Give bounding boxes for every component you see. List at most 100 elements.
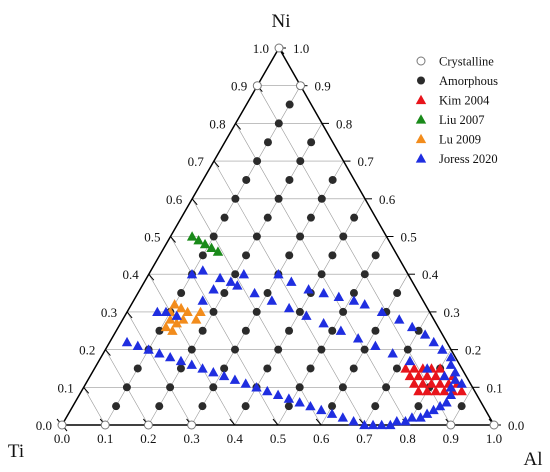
amorphous-point [263,289,272,298]
joress-2020-point [152,306,163,317]
crystalline-point [274,43,284,53]
amorphous-point [295,307,304,316]
amorphous-point [295,383,304,392]
joress-2020-point [238,269,250,279]
joress-2020-point [249,287,260,298]
lu-2009-point [191,314,202,324]
legend-label-kim-2004: Kim 2004 [439,94,490,108]
left-tick-label: 0.3 [101,305,117,320]
joress-2020-point [421,408,433,418]
amorphous-point [198,402,207,411]
amorphous-point [284,402,293,411]
crystalline-point [100,420,110,430]
lu-2009-point [178,314,189,324]
joress-2020-point [437,344,448,354]
kim-2004-point [439,385,450,396]
left-tick-mark [235,123,241,130]
amorphous-point [414,402,423,411]
left-tick-mark [105,349,111,356]
data-points [57,43,499,430]
bottom-tick-label: 0.1 [97,431,113,446]
liu-2007-point [199,238,211,249]
right-tick-label: 0.4 [422,267,439,282]
joress-2020-point [305,400,316,411]
joress-2020-point [251,382,262,392]
joress-2020-point [445,351,457,362]
amorphous-point [176,364,185,373]
grid-line-ti [126,311,192,426]
right-tick-label: 0.3 [444,305,460,320]
amorphous-point [306,213,315,222]
amorphous-point [241,326,250,335]
left-tick-label: 0.1 [57,380,73,395]
joress-2020-point [240,378,251,388]
joress-2020-point [359,419,370,430]
joress-2020-point [164,351,176,362]
amorphous-point [328,251,337,260]
amorphous-point [328,326,337,335]
left-tick-label: 0.6 [166,192,183,207]
joress-2020-point [337,412,349,422]
joress-2020-point [450,374,461,384]
joress-2020-point [175,355,187,366]
kim-2004-point [430,370,442,381]
left-tick-label: 0.7 [188,154,205,169]
bottom-tick-label: 0.2 [140,431,156,446]
kim-2004-point [404,370,416,381]
legend-label-joress-2020: Joress 2020 [439,152,498,166]
joress-2020-point [376,419,387,430]
joress-2020-point [197,363,208,373]
liu-2007-point [212,246,224,256]
amorphous-point [285,251,294,260]
joress-2020-point [294,397,305,407]
joress-2020-point [318,287,329,298]
crystalline-point [187,420,197,430]
joress-2020-point [301,310,312,320]
amorphous-point [307,138,316,147]
amorphous-point [392,364,401,373]
amorphous-point [231,270,240,279]
kim-2004-point [400,363,411,373]
joress-2020-point [439,370,450,381]
joress-2020-point [283,302,295,313]
bottom-tick-label: 0.4 [227,431,244,446]
lu-2009-point [171,318,182,328]
left-tick-mark [213,160,220,168]
bottom-tick-label: 1.0 [486,431,502,446]
amorphous-point [198,326,207,335]
lu-2009-point [167,325,178,335]
legend-label-amorphous: Amorphous [439,74,498,88]
amorphous-point [296,232,305,241]
left-tick-label: 0.9 [231,79,247,94]
kim-2004-point [409,363,420,373]
liu-2007-point [193,235,204,245]
amorphous-point [382,383,391,392]
amorphous-point [242,251,251,260]
amorphous-point [263,138,272,147]
joress-2020-point [186,359,197,369]
lu-2009-point [182,306,193,317]
amorphous-point [317,194,326,203]
amorphous-point [209,232,218,241]
grid-lines [83,85,473,426]
amorphous-point [285,326,294,335]
joress-2020-point [286,276,297,286]
joress-2020-point [445,389,457,399]
amorphous-point [414,326,423,335]
lu-2009-point [175,302,187,313]
joress-2020-point [391,416,403,426]
left-tick-label: 0.4 [123,267,140,282]
amorphous-point [133,364,142,373]
amorphous-point [242,175,251,184]
kim-2004-point [430,385,441,396]
kim-2004-point [408,378,420,388]
amorphous-point [241,402,250,411]
kim-2004-point [421,385,433,396]
bottom-tick-label: 0.0 [54,431,70,446]
amorphous-point [263,364,272,373]
left-tick-mark [148,273,155,281]
liu-2007-point [186,231,198,241]
amorphous-point [274,119,283,128]
legend-marker-joress-2020 [415,153,427,163]
